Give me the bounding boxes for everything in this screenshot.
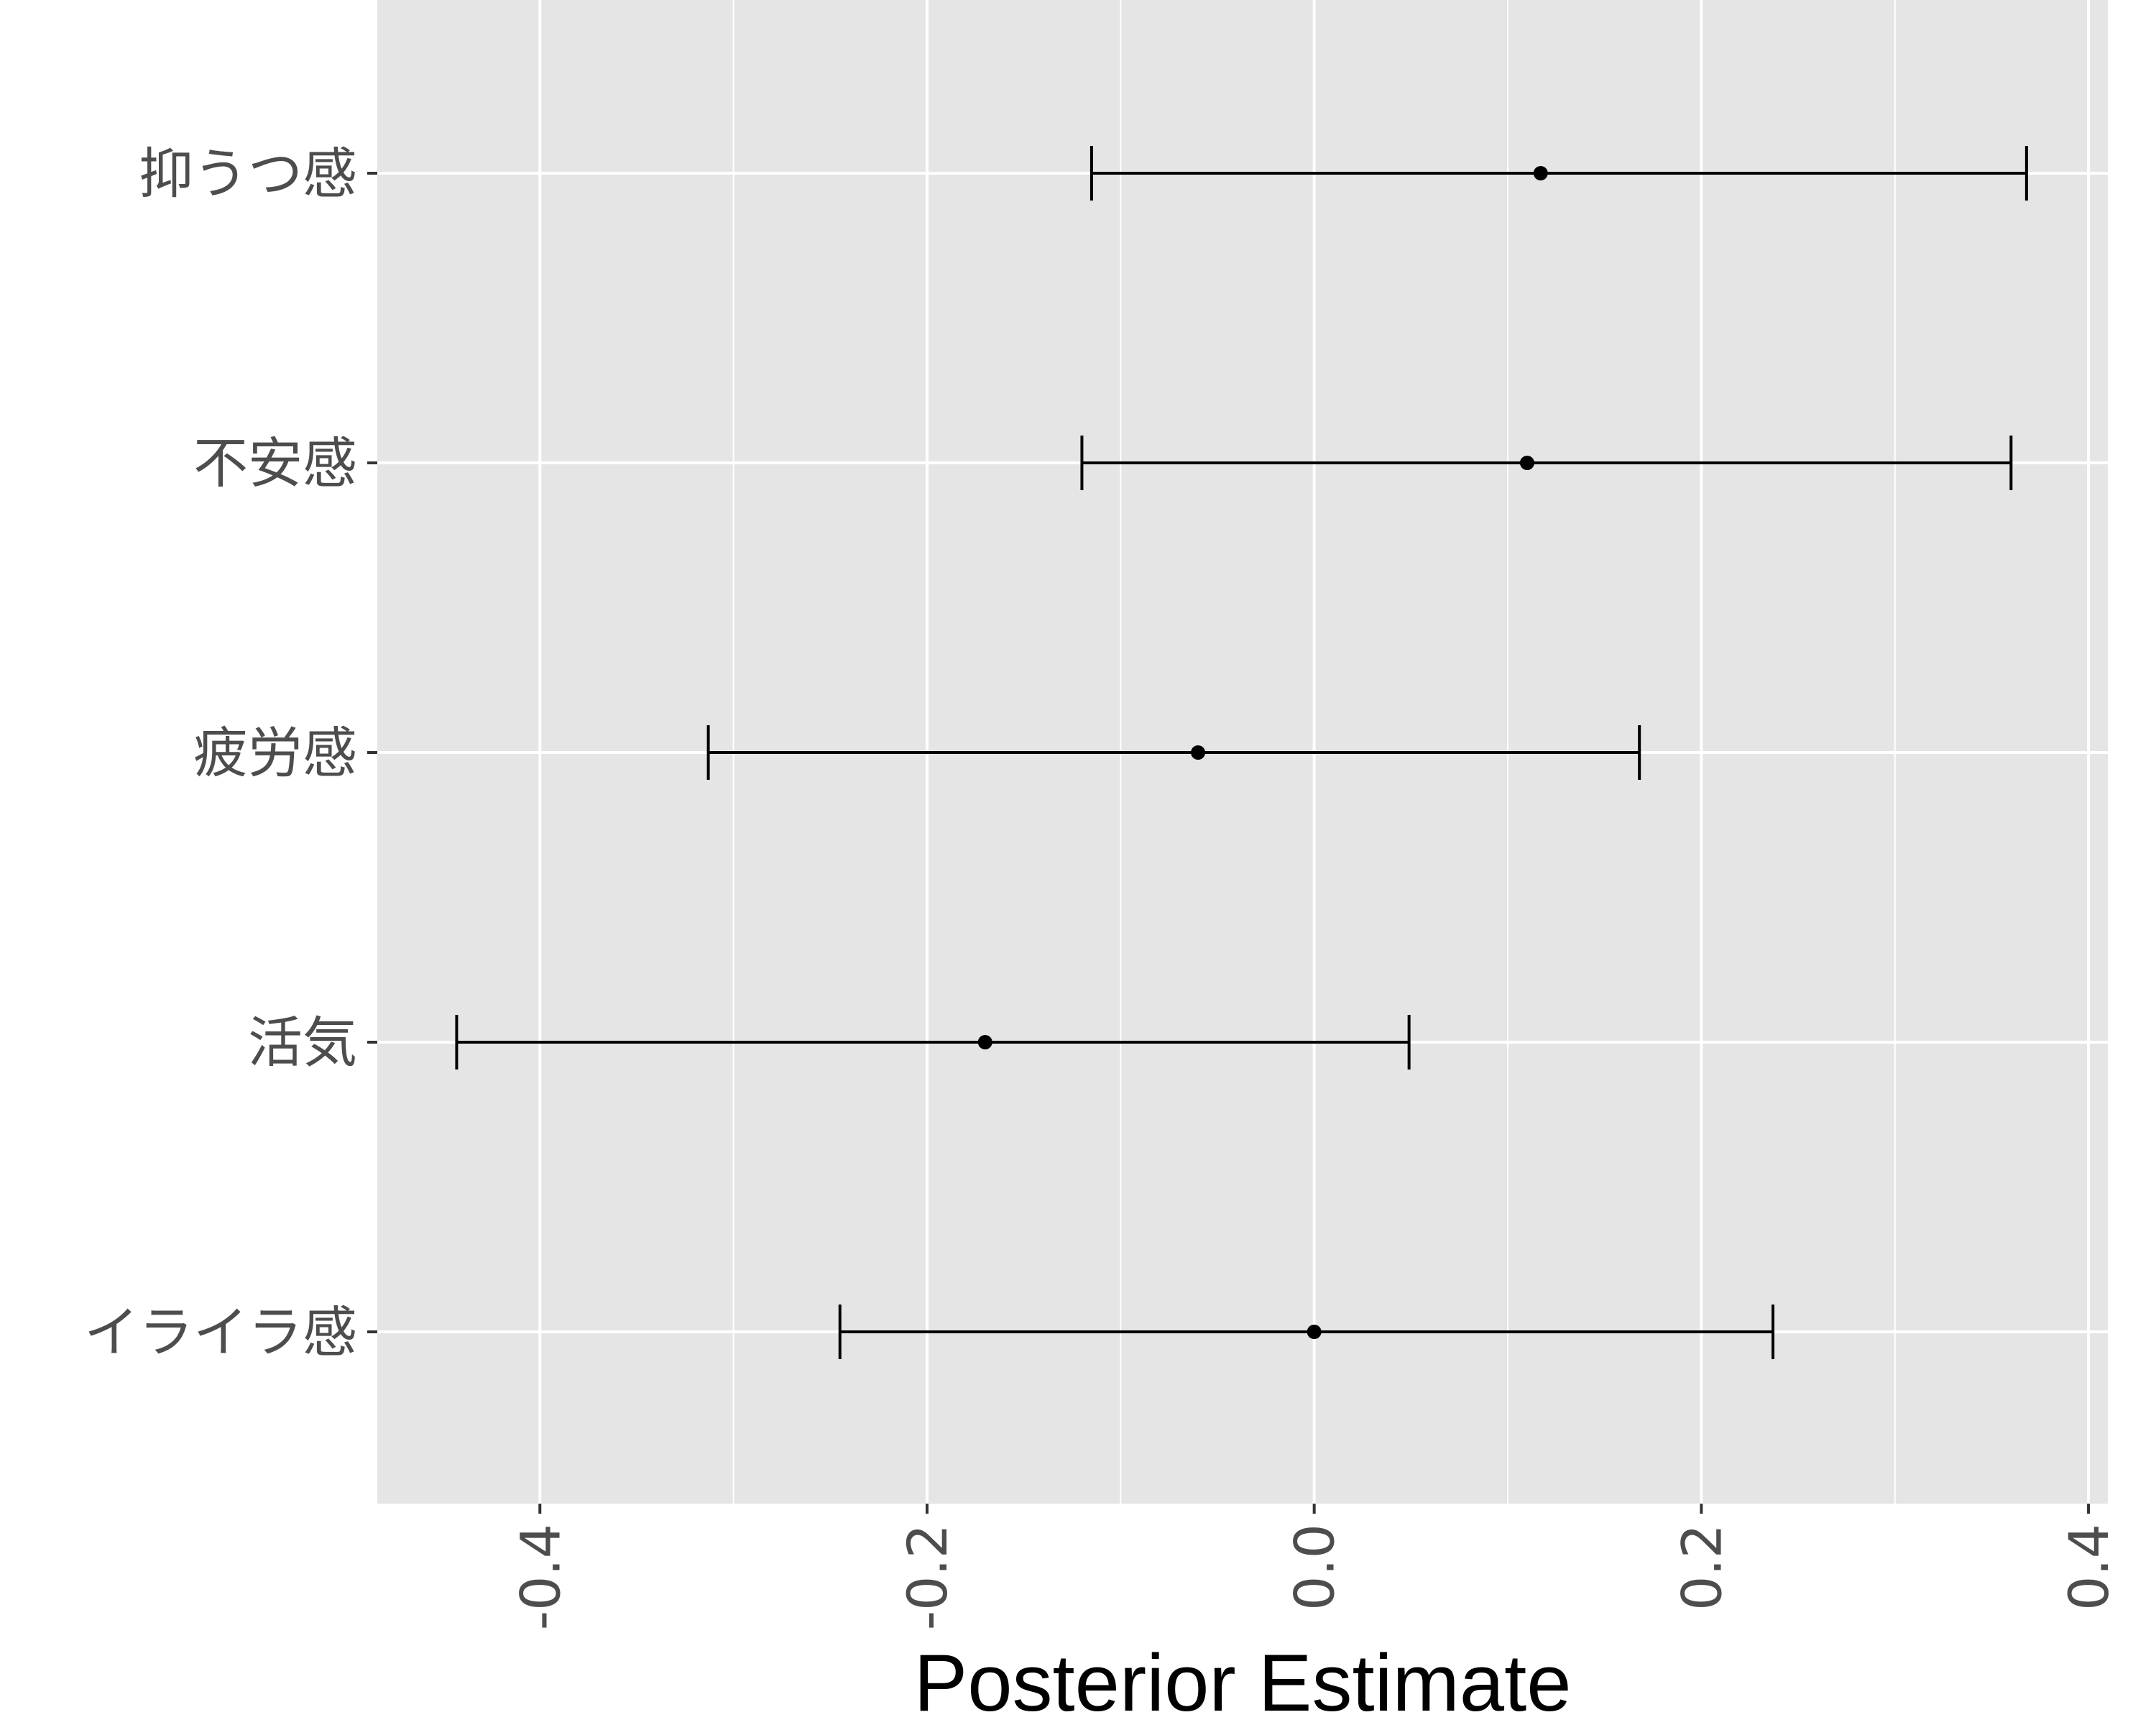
y-tick-label: 疲労感 <box>193 721 357 785</box>
point-estimate <box>1191 745 1206 760</box>
point-estimate <box>1307 1325 1322 1339</box>
point-estimate <box>1519 456 1534 470</box>
y-tick-label: 抑うつ感 <box>139 142 357 206</box>
point-estimate <box>1533 166 1548 180</box>
x-axis-labels: -0.4 -0.2 0.0 0.2 0.4 <box>508 1524 2121 1630</box>
point-estimate <box>977 1035 992 1049</box>
x-tick-label: 0.4 <box>2057 1524 2121 1611</box>
x-tick-label: -0.2 <box>895 1524 959 1630</box>
y-tick-label: 不安感 <box>193 431 357 495</box>
x-tick-label: -0.4 <box>508 1524 572 1630</box>
x-tick-label: 0.0 <box>1283 1524 1347 1611</box>
y-tick-label: 活気 <box>248 1011 357 1075</box>
x-axis-title: Posterior Estimate <box>914 1638 1572 1725</box>
x-tick-label: 0.2 <box>1669 1524 1733 1611</box>
axis-ticks <box>367 172 2091 1514</box>
y-tick-label: イライラ感 <box>84 1300 357 1364</box>
interval-marks <box>455 146 2028 1359</box>
